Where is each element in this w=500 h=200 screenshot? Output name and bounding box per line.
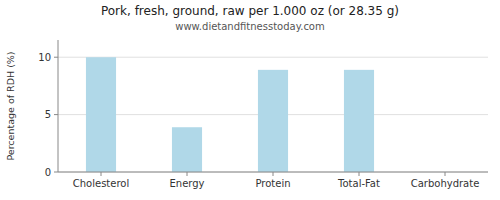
- x-tick-label: Protein: [255, 178, 290, 189]
- x-tick: [101, 172, 102, 176]
- x-tick-label: Carbohydrate: [411, 178, 480, 189]
- y-tick: [54, 114, 58, 115]
- y-tick-label: 10: [38, 52, 51, 63]
- bar: [86, 57, 116, 172]
- chart-svg: Pork, fresh, ground, raw per 1.000 oz (o…: [0, 0, 500, 200]
- chart-container: Pork, fresh, ground, raw per 1.000 oz (o…: [0, 0, 500, 200]
- y-tick-label: 0: [45, 167, 51, 178]
- grid-line: [58, 57, 488, 58]
- bar: [258, 70, 288, 172]
- bars: [86, 57, 374, 172]
- title: Pork, fresh, ground, raw per 1.000 oz (o…: [101, 4, 399, 18]
- grid: [58, 57, 488, 172]
- x-tick: [445, 172, 446, 176]
- x-axis: Cholesterol Energy Protein Total-Fat Carbohy…: [58, 172, 488, 189]
- y-tick: [54, 57, 58, 58]
- x-tick: [359, 172, 360, 176]
- y-axis-line: [58, 40, 59, 172]
- x-tick-label: Energy: [169, 178, 204, 189]
- x-tick-label: Cholesterol: [73, 178, 129, 189]
- y-axis-label: Percentage of RDH (%): [5, 51, 16, 160]
- subtitle: www.dietandfitnesstoday.com: [175, 21, 324, 32]
- x-tick-label: Total-Fat: [337, 178, 380, 189]
- y-tick-label: 5: [45, 109, 51, 120]
- x-tick: [187, 172, 188, 176]
- bar: [344, 70, 374, 172]
- y-axis: 0 5 10: [38, 40, 58, 178]
- y-tick: [54, 172, 58, 173]
- bar: [172, 127, 202, 172]
- x-tick: [273, 172, 274, 176]
